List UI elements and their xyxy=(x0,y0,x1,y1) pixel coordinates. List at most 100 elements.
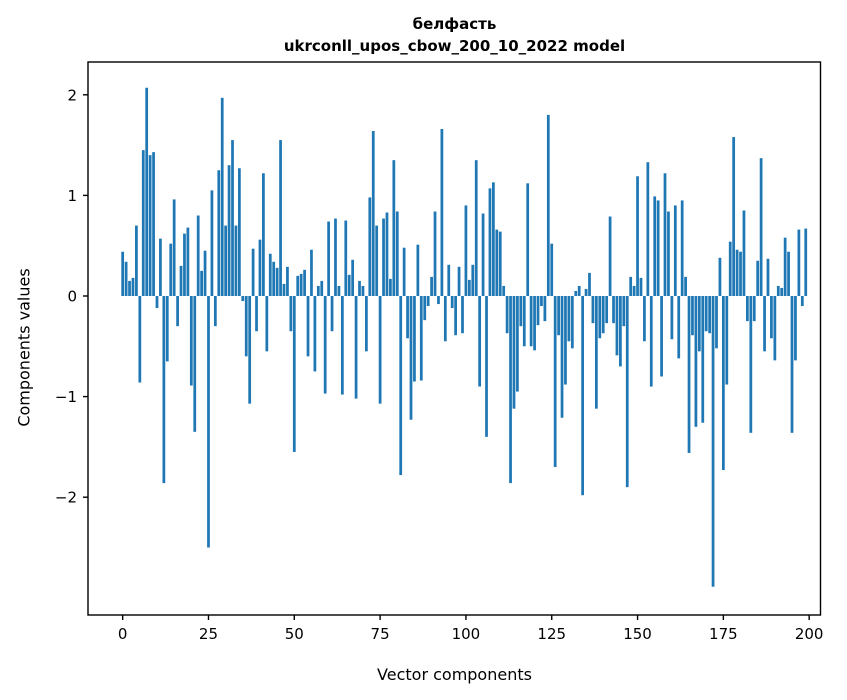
bar xyxy=(148,155,152,296)
bar xyxy=(450,296,454,309)
bar xyxy=(516,296,519,392)
bar xyxy=(347,274,351,296)
bar xyxy=(327,221,330,296)
bar xyxy=(553,296,557,468)
bar xyxy=(529,296,533,347)
bar xyxy=(790,296,794,433)
bar xyxy=(409,296,413,420)
bar xyxy=(519,296,523,327)
bar xyxy=(739,251,742,296)
bar xyxy=(653,196,657,296)
bar xyxy=(454,296,457,336)
bar xyxy=(165,296,169,362)
bar xyxy=(478,296,482,387)
bar xyxy=(505,296,509,334)
bar xyxy=(179,265,183,296)
bar xyxy=(248,296,252,404)
bar xyxy=(546,114,550,296)
bar xyxy=(433,211,437,296)
bar xyxy=(200,270,203,296)
bar xyxy=(430,276,433,296)
bar xyxy=(220,97,224,296)
bar xyxy=(306,296,310,357)
bar xyxy=(241,296,245,302)
bar xyxy=(522,296,526,347)
bar xyxy=(464,205,468,296)
bar xyxy=(416,244,420,296)
bar xyxy=(646,162,650,296)
bar xyxy=(135,225,138,296)
bar xyxy=(512,296,516,409)
bar xyxy=(368,197,372,296)
bar xyxy=(667,211,670,296)
bar xyxy=(773,296,777,361)
bar xyxy=(746,296,749,322)
bar xyxy=(629,276,633,296)
bar xyxy=(732,137,736,296)
bar xyxy=(728,241,732,296)
bar xyxy=(354,296,358,399)
x-tick-label: 0 xyxy=(118,625,128,643)
bar xyxy=(371,131,375,296)
bar xyxy=(560,296,564,418)
bar xyxy=(395,211,399,296)
bar xyxy=(594,296,598,409)
bar xyxy=(639,277,643,296)
bar xyxy=(797,229,801,296)
bar xyxy=(526,183,530,296)
bar xyxy=(292,296,296,452)
bar xyxy=(365,296,368,352)
bar xyxy=(296,275,300,296)
bar xyxy=(481,213,485,296)
bar xyxy=(697,296,701,352)
axes-spines xyxy=(87,61,822,616)
bar xyxy=(619,296,622,367)
bar xyxy=(649,296,653,387)
bar xyxy=(203,250,207,296)
chart-subtitle: ukrconll_upos_cbow_200_10_2022 model xyxy=(283,36,626,55)
bar xyxy=(742,210,746,296)
bar xyxy=(330,296,334,332)
bar xyxy=(643,296,646,342)
bar xyxy=(550,243,554,296)
bar xyxy=(536,296,540,326)
bar xyxy=(804,228,808,296)
bar xyxy=(721,296,725,471)
bar xyxy=(488,188,492,296)
bar xyxy=(128,280,131,296)
y-tick-label: −1 xyxy=(55,388,77,406)
bar xyxy=(567,296,571,342)
y-tick-label: 0 xyxy=(67,287,77,305)
bar xyxy=(217,170,221,296)
bar xyxy=(766,258,770,296)
bar xyxy=(234,225,238,296)
bar xyxy=(598,296,602,339)
bar xyxy=(735,249,739,296)
bar xyxy=(124,261,128,296)
x-tick-label: 150 xyxy=(623,625,652,643)
bar xyxy=(385,212,389,296)
bar xyxy=(193,296,197,432)
bar xyxy=(800,296,804,307)
bar xyxy=(224,225,228,296)
bar xyxy=(612,296,615,324)
bar xyxy=(687,296,691,453)
bar xyxy=(310,249,313,296)
bar xyxy=(183,233,186,296)
bar xyxy=(275,267,279,296)
bar xyxy=(763,296,766,352)
bar xyxy=(636,176,639,296)
bar xyxy=(378,296,382,404)
x-tick-label: 25 xyxy=(199,625,218,643)
bar xyxy=(691,296,694,336)
bar xyxy=(268,253,272,296)
x-tick-label: 200 xyxy=(795,625,824,643)
bar xyxy=(625,296,629,488)
x-tick-label: 125 xyxy=(537,625,566,643)
bar xyxy=(581,296,584,496)
bar xyxy=(272,261,276,296)
bar xyxy=(337,285,341,296)
bar xyxy=(358,280,361,296)
bar xyxy=(258,239,262,296)
bar xyxy=(162,296,166,484)
